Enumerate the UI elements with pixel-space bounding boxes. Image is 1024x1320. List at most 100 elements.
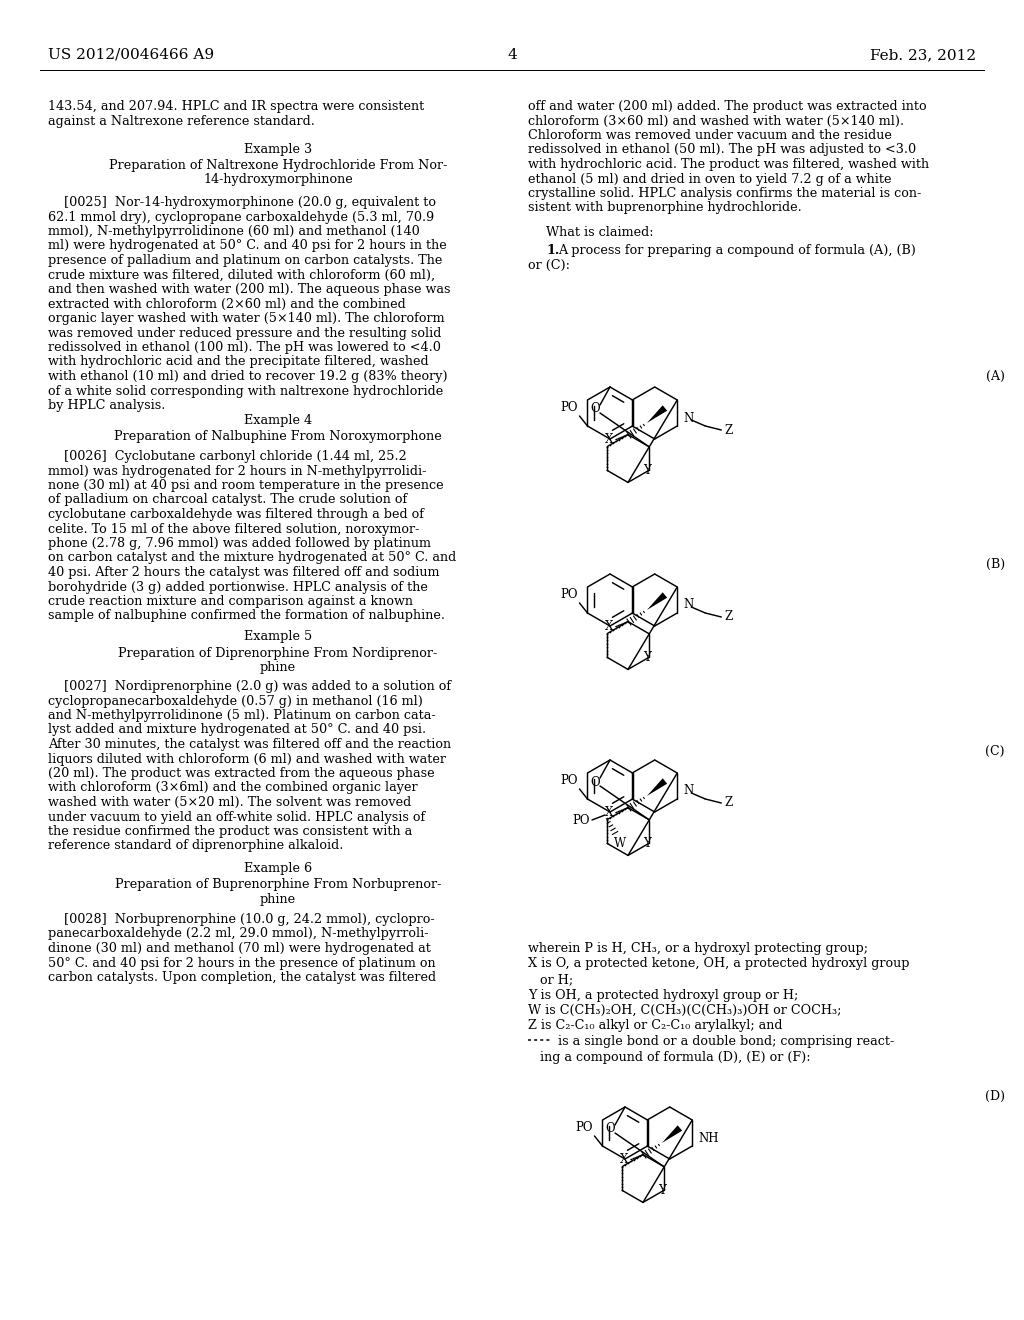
Text: liquors diluted with chloroform (6 ml) and washed with water: liquors diluted with chloroform (6 ml) a… xyxy=(48,752,446,766)
Text: Y is OH, a protected hydroxyl group or H;: Y is OH, a protected hydroxyl group or H… xyxy=(528,989,799,1002)
Text: N: N xyxy=(683,412,693,425)
Text: 14-hydroxymorphinone: 14-hydroxymorphinone xyxy=(203,173,353,186)
Text: (B): (B) xyxy=(986,558,1005,572)
Text: X: X xyxy=(604,807,613,820)
Text: Preparation of Diprenorphine From Nordiprenor-: Preparation of Diprenorphine From Nordip… xyxy=(119,647,437,660)
Text: dinone (30 ml) and methanol (70 ml) were hydrogenated at: dinone (30 ml) and methanol (70 ml) were… xyxy=(48,942,431,954)
Polygon shape xyxy=(662,1126,682,1143)
Text: and N-methylpyrrolidinone (5 ml). Platinum on carbon cata-: and N-methylpyrrolidinone (5 ml). Platin… xyxy=(48,709,435,722)
Text: O: O xyxy=(605,1122,614,1135)
Text: PO: PO xyxy=(560,774,578,787)
Text: Y: Y xyxy=(643,651,651,664)
Text: redissolved in ethanol (50 ml). The pH was adjusted to <3.0: redissolved in ethanol (50 ml). The pH w… xyxy=(528,144,916,157)
Text: Chloroform was removed under vacuum and the residue: Chloroform was removed under vacuum and … xyxy=(528,129,892,143)
Text: none (30 ml) at 40 psi and room temperature in the presence: none (30 ml) at 40 psi and room temperat… xyxy=(48,479,443,492)
Text: 4: 4 xyxy=(507,48,517,62)
Text: O: O xyxy=(590,776,600,788)
Text: of palladium on charcoal catalyst. The crude solution of: of palladium on charcoal catalyst. The c… xyxy=(48,494,408,507)
Text: or H;: or H; xyxy=(528,973,573,986)
Text: 1.: 1. xyxy=(546,244,559,257)
Text: Z is C₂-C₁₀ alkyl or C₂-C₁₀ arylalkyl; and: Z is C₂-C₁₀ alkyl or C₂-C₁₀ arylalkyl; a… xyxy=(528,1019,782,1032)
Text: carbon catalysts. Upon completion, the catalyst was filtered: carbon catalysts. Upon completion, the c… xyxy=(48,972,436,983)
Text: off and water (200 ml) added. The product was extracted into: off and water (200 ml) added. The produc… xyxy=(528,100,927,114)
Text: redissolved in ethanol (100 ml). The pH was lowered to <4.0: redissolved in ethanol (100 ml). The pH … xyxy=(48,341,441,354)
Text: and then washed with water (200 ml). The aqueous phase was: and then washed with water (200 ml). The… xyxy=(48,282,451,296)
Text: X is O, a protected ketone, OH, a protected hydroxyl group: X is O, a protected ketone, OH, a protec… xyxy=(528,957,909,970)
Text: US 2012/0046466 A9: US 2012/0046466 A9 xyxy=(48,48,214,62)
Text: sistent with buprenorphine hydrochloride.: sistent with buprenorphine hydrochloride… xyxy=(528,202,802,214)
Text: cyclopropanecarboxaldehyde (0.57 g) in methanol (16 ml): cyclopropanecarboxaldehyde (0.57 g) in m… xyxy=(48,694,423,708)
Text: Z: Z xyxy=(724,610,732,623)
Text: Example 3: Example 3 xyxy=(244,143,312,156)
Text: presence of palladium and platinum on carbon catalysts. The: presence of palladium and platinum on ca… xyxy=(48,253,442,267)
Text: crude reaction mixture and comparison against a known: crude reaction mixture and comparison ag… xyxy=(48,595,413,609)
Text: [0026]  Cyclobutane carbonyl chloride (1.44 ml, 25.2: [0026] Cyclobutane carbonyl chloride (1.… xyxy=(48,450,407,463)
Text: [0028]  Norbuprenorphine (10.0 g, 24.2 mmol), cyclopro-: [0028] Norbuprenorphine (10.0 g, 24.2 mm… xyxy=(48,913,434,927)
Polygon shape xyxy=(647,405,668,422)
Text: Preparation of Nalbuphine From Noroxymorphone: Preparation of Nalbuphine From Noroxymor… xyxy=(114,430,442,444)
Text: O: O xyxy=(590,403,600,416)
Text: with hydrochloric acid and the precipitate filtered, washed: with hydrochloric acid and the precipita… xyxy=(48,355,429,368)
Text: Example 6: Example 6 xyxy=(244,862,312,875)
Text: N: N xyxy=(683,784,693,797)
Text: mmol), N-methylpyrrolidinone (60 ml) and methanol (140: mmol), N-methylpyrrolidinone (60 ml) and… xyxy=(48,224,420,238)
Text: Preparation of Buprenorphine From Norbuprenor-: Preparation of Buprenorphine From Norbup… xyxy=(115,878,441,891)
Polygon shape xyxy=(647,593,668,610)
Text: ing a compound of formula (D), (E) or (F):: ing a compound of formula (D), (E) or (F… xyxy=(528,1051,811,1064)
Text: crystalline solid. HPLC analysis confirms the material is con-: crystalline solid. HPLC analysis confirm… xyxy=(528,187,922,201)
Text: phine: phine xyxy=(260,892,296,906)
Text: Y: Y xyxy=(643,463,651,477)
Text: was removed under reduced pressure and the resulting solid: was removed under reduced pressure and t… xyxy=(48,326,441,339)
Text: 50° C. and 40 psi for 2 hours in the presence of platinum on: 50° C. and 40 psi for 2 hours in the pre… xyxy=(48,957,435,969)
Text: ethanol (5 ml) and dried in oven to yield 7.2 g of a white: ethanol (5 ml) and dried in oven to yiel… xyxy=(528,173,892,186)
Text: (D): (D) xyxy=(985,1090,1005,1104)
Text: Preparation of Naltrexone Hydrochloride From Nor-: Preparation of Naltrexone Hydrochloride … xyxy=(109,158,447,172)
Text: or (C):: or (C): xyxy=(528,259,570,272)
Text: with chloroform (3×6ml) and the combined organic layer: with chloroform (3×6ml) and the combined… xyxy=(48,781,418,795)
Text: sample of nalbuphine confirmed the formation of nalbuphine.: sample of nalbuphine confirmed the forma… xyxy=(48,610,445,623)
Text: [0025]  Nor-14-hydroxymorphinone (20.0 g, equivalent to: [0025] Nor-14-hydroxymorphinone (20.0 g,… xyxy=(48,195,436,209)
Text: 40 psi. After 2 hours the catalyst was filtered off and sodium: 40 psi. After 2 hours the catalyst was f… xyxy=(48,566,439,579)
Text: with hydrochloric acid. The product was filtered, washed with: with hydrochloric acid. The product was … xyxy=(528,158,929,172)
Text: on carbon catalyst and the mixture hydrogenated at 50° C. and: on carbon catalyst and the mixture hydro… xyxy=(48,552,457,565)
Text: is a single bond or a double bond; comprising react-: is a single bond or a double bond; compr… xyxy=(554,1035,894,1048)
Text: Y: Y xyxy=(658,1184,666,1197)
Text: PO: PO xyxy=(560,587,578,601)
Text: reference standard of diprenorphine alkaloid.: reference standard of diprenorphine alka… xyxy=(48,840,343,853)
Text: extracted with chloroform (2×60 ml) and the combined: extracted with chloroform (2×60 ml) and … xyxy=(48,297,406,310)
Text: After 30 minutes, the catalyst was filtered off and the reaction: After 30 minutes, the catalyst was filte… xyxy=(48,738,452,751)
Text: by HPLC analysis.: by HPLC analysis. xyxy=(48,399,165,412)
Text: Y: Y xyxy=(643,837,651,850)
Text: celite. To 15 ml of the above filtered solution, noroxymor-: celite. To 15 ml of the above filtered s… xyxy=(48,523,420,536)
Text: (A): (A) xyxy=(986,370,1005,383)
Text: X: X xyxy=(604,620,613,634)
Text: phone (2.78 g, 7.96 mmol) was added followed by platinum: phone (2.78 g, 7.96 mmol) was added foll… xyxy=(48,537,431,550)
Text: W is C(CH₃)₂OH, C(CH₃)(C(CH₃)₃)OH or COCH₃;: W is C(CH₃)₂OH, C(CH₃)(C(CH₃)₃)OH or COC… xyxy=(528,1005,842,1016)
Text: chloroform (3×60 ml) and washed with water (5×140 ml).: chloroform (3×60 ml) and washed with wat… xyxy=(528,115,904,128)
Text: [0027]  Nordiprenorphine (2.0 g) was added to a solution of: [0027] Nordiprenorphine (2.0 g) was adde… xyxy=(48,680,452,693)
Text: the residue confirmed the product was consistent with a: the residue confirmed the product was co… xyxy=(48,825,413,838)
Text: PO: PO xyxy=(575,1121,593,1134)
Text: 143.54, and 207.94. HPLC and IR spectra were consistent: 143.54, and 207.94. HPLC and IR spectra … xyxy=(48,100,424,114)
Text: A process for preparing a compound of formula (A), (B): A process for preparing a compound of fo… xyxy=(558,244,915,257)
Text: washed with water (5×20 ml). The solvent was removed: washed with water (5×20 ml). The solvent… xyxy=(48,796,412,809)
Text: wherein P is H, CH₃, or a hydroxyl protecting group;: wherein P is H, CH₃, or a hydroxyl prote… xyxy=(528,942,868,954)
Text: panecarboxaldehyde (2.2 ml, 29.0 mmol), N-methylpyrroli-: panecarboxaldehyde (2.2 ml, 29.0 mmol), … xyxy=(48,928,428,940)
Text: with ethanol (10 ml) and dried to recover 19.2 g (83% theory): with ethanol (10 ml) and dried to recove… xyxy=(48,370,447,383)
Text: PO: PO xyxy=(572,813,590,826)
Text: X: X xyxy=(604,433,613,446)
Text: (20 ml). The product was extracted from the aqueous phase: (20 ml). The product was extracted from … xyxy=(48,767,434,780)
Text: Example 5: Example 5 xyxy=(244,630,312,643)
Text: organic layer washed with water (5×140 ml). The chloroform: organic layer washed with water (5×140 m… xyxy=(48,312,444,325)
Text: mmol) was hydrogenated for 2 hours in N-methylpyrrolidi-: mmol) was hydrogenated for 2 hours in N-… xyxy=(48,465,426,478)
Text: N: N xyxy=(683,598,693,611)
Text: ml) were hydrogenated at 50° C. and 40 psi for 2 hours in the: ml) were hydrogenated at 50° C. and 40 p… xyxy=(48,239,446,252)
Text: Z: Z xyxy=(724,424,732,437)
Text: Feb. 23, 2012: Feb. 23, 2012 xyxy=(869,48,976,62)
Text: 62.1 mmol dry), cyclopropane carboxaldehyde (5.3 ml, 70.9: 62.1 mmol dry), cyclopropane carboxaldeh… xyxy=(48,210,434,223)
Text: lyst added and mixture hydrogenated at 50° C. and 40 psi.: lyst added and mixture hydrogenated at 5… xyxy=(48,723,426,737)
Text: What is claimed:: What is claimed: xyxy=(546,226,653,239)
Text: phine: phine xyxy=(260,661,296,675)
Text: against a Naltrexone reference standard.: against a Naltrexone reference standard. xyxy=(48,115,314,128)
Text: cyclobutane carboxaldehyde was filtered through a bed of: cyclobutane carboxaldehyde was filtered … xyxy=(48,508,424,521)
